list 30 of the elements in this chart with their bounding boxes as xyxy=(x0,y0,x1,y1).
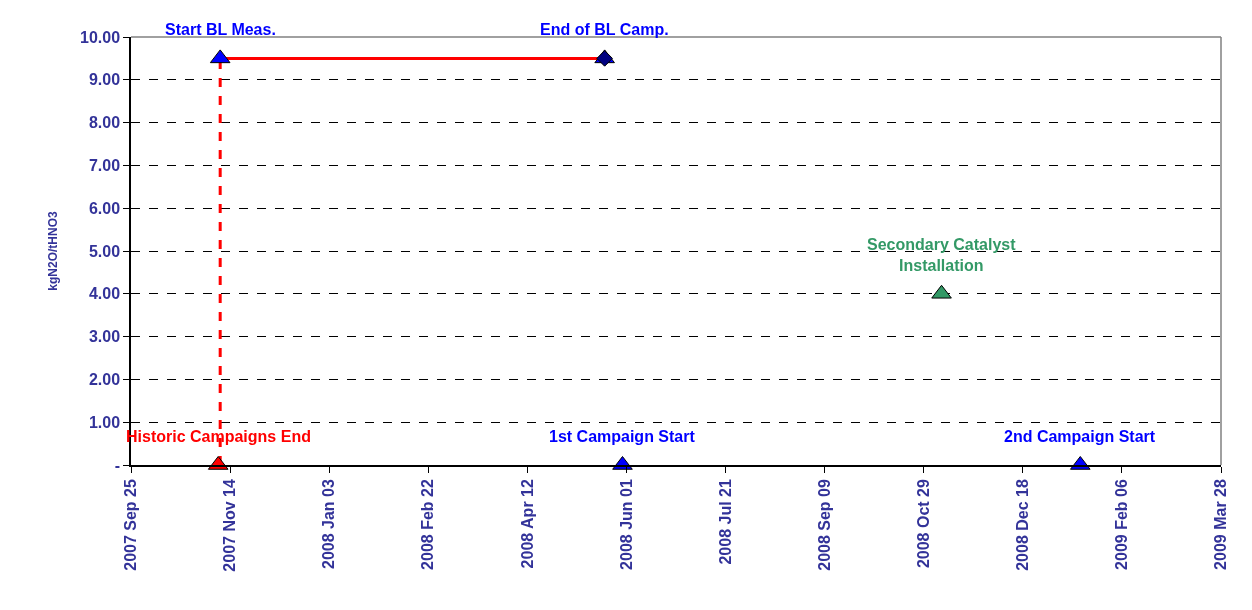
annotation: Start BL Meas. xyxy=(165,21,276,38)
annotation: 2nd Campaign Start xyxy=(1004,428,1156,445)
x-tick-label: 2008 Apr 12 xyxy=(518,479,536,569)
y-axis-title: kgN2O/tHNO3 xyxy=(45,211,60,291)
y-tick-label: 9.00 xyxy=(88,71,121,89)
annotation: Secondary Catalyst Installation xyxy=(867,236,1017,274)
y-tick-label: 4.00 xyxy=(88,285,121,303)
x-tick-label: 2009 Feb 06 xyxy=(1113,479,1131,570)
y-tick-label: 6.00 xyxy=(88,199,121,217)
y-tick-label: 3.00 xyxy=(88,328,121,346)
y-tick-label: 1.00 xyxy=(88,413,121,431)
x-tick-label: 2008 Oct 29 xyxy=(914,479,932,569)
y-tick-label: 10.00 xyxy=(80,28,121,46)
y-tick-label: 5.00 xyxy=(88,242,121,260)
x-tick-label: 2008 Jun 01 xyxy=(617,479,635,570)
y-tick-label: 8.00 xyxy=(88,114,121,132)
annotation: End of BL Camp. xyxy=(540,21,669,38)
x-tick-label: 2007 Nov 14 xyxy=(221,479,239,572)
x-tick-label: 2008 Jan 03 xyxy=(320,479,338,570)
x-tick-label: 2008 Dec 18 xyxy=(1014,479,1032,571)
point xyxy=(931,284,952,299)
y-tick-label: - xyxy=(114,456,121,474)
x-tick-label: 2008 Sep 09 xyxy=(815,479,833,571)
annotation: 1st Campaign Start xyxy=(549,428,696,445)
x-tick-label: 2008 Jul 21 xyxy=(716,479,734,565)
x-tick-label: 2009 Mar 28 xyxy=(1212,479,1230,570)
y-tick-label: 2.00 xyxy=(88,371,121,388)
x-tick-label: 2007 Sep 25 xyxy=(122,479,140,571)
y-tick-label: 7.00 xyxy=(88,157,121,174)
x-tick-label: 2008 Feb 22 xyxy=(419,479,437,570)
